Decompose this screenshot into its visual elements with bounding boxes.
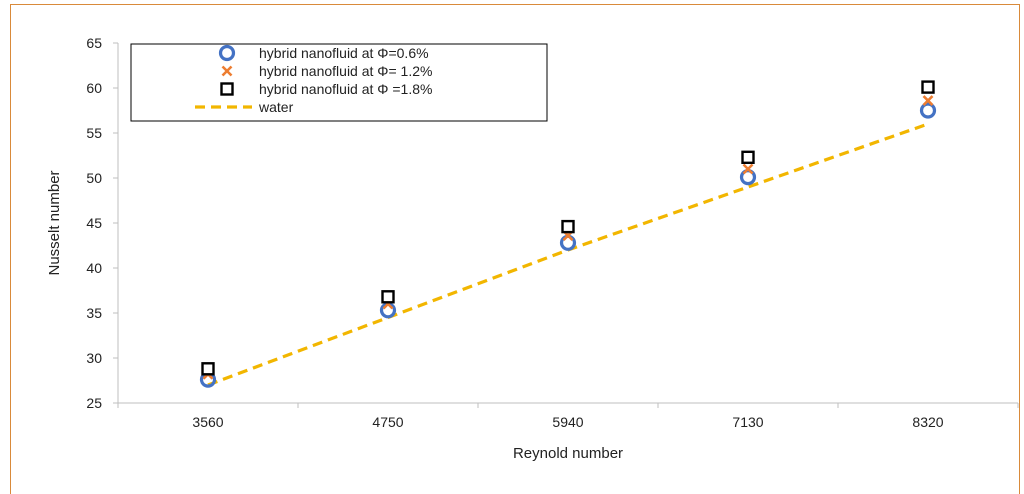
legend-label: hybrid nanofluid at Φ= 1.2% [259, 63, 432, 79]
legend-label: water [258, 99, 294, 115]
x-axis: 3560 4750 5940 7130 8320 [117, 402, 1019, 430]
y-tick-label: 35 [86, 305, 102, 321]
legend-swatch-stroke-b [221, 65, 233, 77]
y-tick-label: 45 [86, 215, 102, 231]
series-3-point [201, 362, 215, 376]
y-axis: 25 30 35 40 45 50 55 60 65 [86, 35, 119, 411]
legend-swatch [220, 82, 234, 96]
series-2-point-stroke-b [742, 163, 754, 175]
legend-item: hybrid nanofluid at Φ =1.8% [220, 81, 432, 97]
series-3-point [381, 290, 395, 304]
legend-swatch [218, 44, 236, 62]
series-3-point [741, 150, 755, 165]
series-3-point [561, 219, 575, 234]
y-tick-label: 40 [86, 260, 102, 276]
x-tick-label: 7130 [732, 414, 763, 430]
y-tick-label: 30 [86, 350, 102, 366]
x-tick-label: 4750 [372, 414, 403, 430]
series-2-point-stroke-b [922, 95, 934, 107]
legend-item: water [195, 99, 294, 115]
y-tick-label: 60 [86, 80, 102, 96]
legend-swatch [221, 65, 233, 77]
series-2-point [742, 163, 754, 175]
y-tick-label: 55 [86, 125, 102, 141]
series-3-point [921, 80, 935, 94]
series-water-line [207, 122, 929, 387]
series-2-point [922, 95, 934, 107]
x-tick-label: 3560 [192, 414, 223, 430]
legend: hybrid nanofluid at Φ=0.6% hybrid nanoflu… [130, 43, 548, 122]
series-1-point [559, 234, 577, 251]
legend-label: hybrid nanofluid at Φ =1.8% [259, 81, 432, 97]
x-tick-label: 5940 [552, 414, 583, 430]
legend-item: hybrid nanofluid at Φ=0.6% [218, 44, 429, 62]
legend-item: hybrid nanofluid at Φ= 1.2% [221, 63, 432, 79]
y-tick-label: 25 [86, 395, 102, 411]
y-tick-label: 50 [86, 170, 102, 186]
series-1-point [919, 102, 937, 119]
y-axis-title: Nusselt number [46, 170, 63, 275]
x-axis-title: Reynold number [513, 445, 623, 462]
x-tick-label: 8320 [912, 414, 943, 430]
y-tick-label: 65 [86, 35, 102, 51]
legend-items: hybrid nanofluid at Φ=0.6% hybrid nanoflu… [195, 44, 432, 115]
legend-label: hybrid nanofluid at Φ=0.6% [259, 45, 429, 61]
plot-marks [199, 80, 937, 388]
